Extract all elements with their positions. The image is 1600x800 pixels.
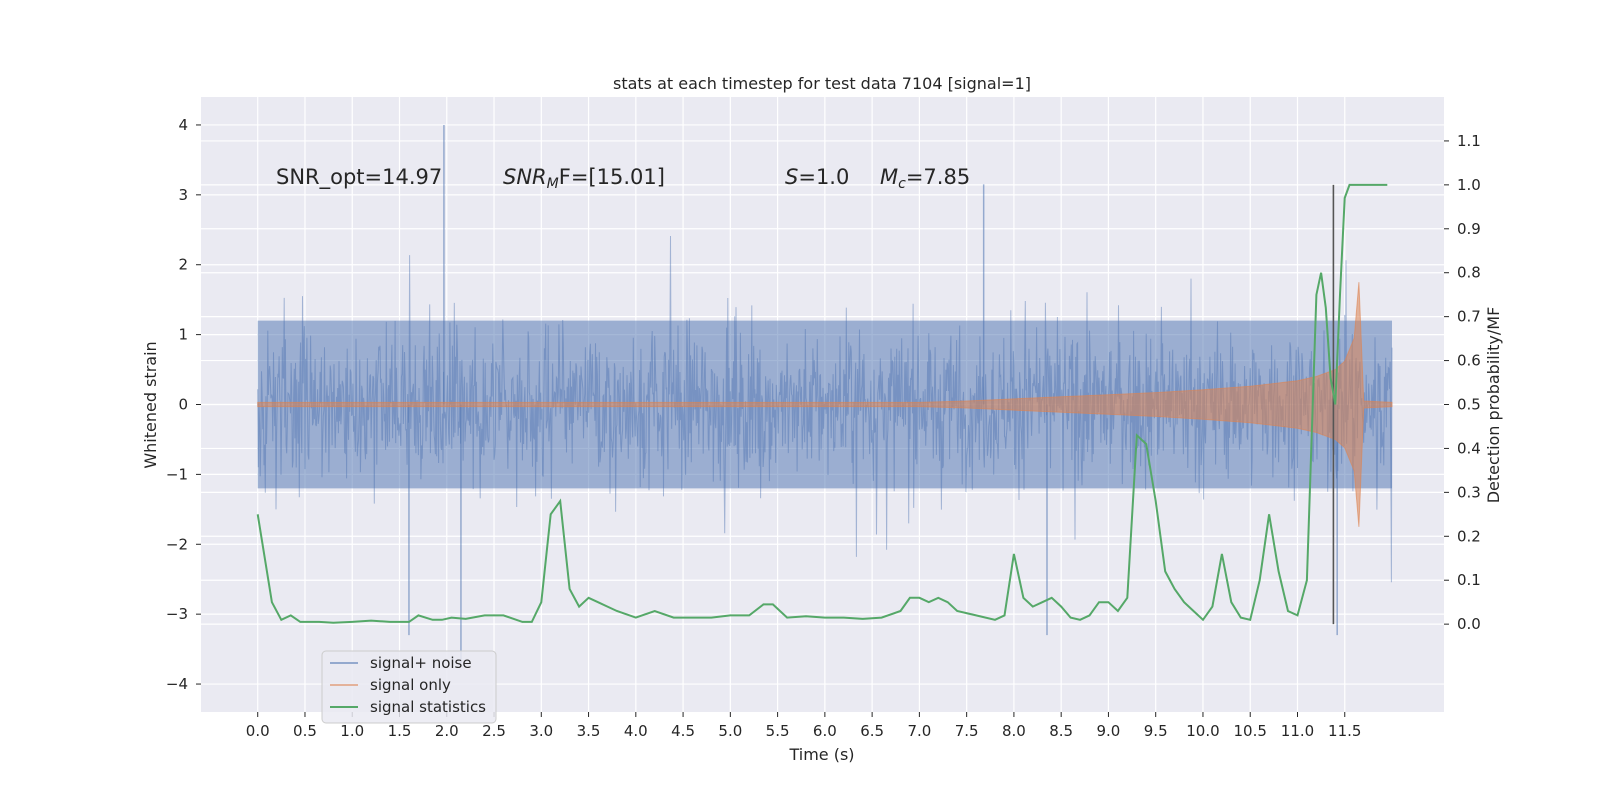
x-tick-label: 6.5 [860,722,884,740]
annotation-s: S=1.0 [785,165,849,189]
x-tick-label: 4.0 [624,722,648,740]
x-tick-label: 2.5 [482,722,506,740]
x-tick-label: 11.0 [1281,722,1314,740]
x-tick-label: 0.5 [293,722,317,740]
annotation-snr-mf: SNRMF=[15.01] [503,165,665,192]
x-tick-label: 11.5 [1328,722,1361,740]
y-tick-label: 0 [178,396,188,414]
legend-label-signal-noise: signal+ noise [370,654,472,672]
y2-tick-label: 0.8 [1457,264,1481,282]
y2-axis-label: Detection probability/MF [1484,307,1503,504]
signal-envelope [257,282,1393,527]
y-tick-label: −2 [166,535,188,553]
x-axis-ticks: 0.0 0.5 1.0 1.5 2.0 2.5 3.0 3.5 4.0 4.5 5.0 5.5 6.0 6… [246,712,1361,740]
y2-tick-label: 1.1 [1457,132,1481,150]
y-tick-label: −4 [166,675,188,693]
x-tick-label: 8.0 [1002,722,1026,740]
x-tick-label: 0.0 [246,722,270,740]
x-tick-label: 6.0 [813,722,837,740]
y2-tick-label: 1.0 [1457,176,1481,194]
y-tick-label: 4 [178,116,188,134]
x-tick-label: 8.5 [1049,722,1073,740]
series-signal-only [257,282,1393,527]
y2-tick-label: 0.1 [1457,571,1481,589]
x-tick-label: 9.0 [1097,722,1121,740]
legend-box [321,650,497,724]
x-axis-label: Time (s) [788,745,854,764]
legend-label-signal-only: signal only [370,676,451,694]
x-tick-label: 5.5 [766,722,790,740]
x-tick-label: 10.5 [1234,722,1267,740]
y2-tick-label: 0.2 [1457,527,1481,545]
x-tick-label: 3.0 [529,722,553,740]
y-tick-label: 3 [178,186,188,204]
y-tick-label: −1 [166,465,188,483]
statistics-line [256,183,1388,624]
legend: signal+ noise signal only signal statist… [321,650,497,724]
y-axis-ticks: 4 3 2 1 0 −1 −2 −3 −4 [166,116,201,693]
y2-tick-label: 0.0 [1457,615,1481,633]
y2-tick-label: 0.6 [1457,352,1481,370]
x-tick-label: 2.0 [435,722,459,740]
y2-tick-label: 0.3 [1457,483,1481,501]
y-axis-label: Whitened strain [141,341,160,468]
series-signal-statistics [256,183,1388,624]
y2-tick-label: 0.5 [1457,396,1481,414]
y2-tick-label: 0.4 [1457,439,1481,457]
annotation-snr-opt: SNR_opt=14.97 [276,165,442,190]
x-tick-label: 9.5 [1144,722,1168,740]
y2-tick-label: 0.9 [1457,220,1481,238]
x-tick-label: 3.5 [577,722,601,740]
y2-axis-ticks: 1.1 1.0 0.9 0.8 0.7 0.6 0.5 0.4 0.3 0.2 0.1 0.0 [1444,132,1481,633]
noise-trace [257,235,1393,583]
chart-title: stats at each timestep for test data 710… [613,74,1031,93]
x-tick-label: 7.0 [907,722,931,740]
y-tick-label: −3 [166,605,188,623]
x-tick-label: 1.5 [388,722,412,740]
x-tick-label: 1.0 [340,722,364,740]
x-tick-label: 10.0 [1186,722,1219,740]
x-tick-label: 4.5 [671,722,695,740]
x-tick-label: 5.0 [718,722,742,740]
annotations: SNR_opt=14.97 SNRMF=[15.01] S=1.0 Mc=7.8… [276,165,970,192]
legend-label-signal-statistics: signal statistics [370,698,486,716]
y-tick-label: 2 [178,256,188,274]
y2-tick-label: 0.7 [1457,308,1481,326]
annotation-mc: Mc=7.85 [880,165,970,192]
y-tick-label: 1 [178,326,188,344]
x-tick-label: 7.5 [955,722,979,740]
